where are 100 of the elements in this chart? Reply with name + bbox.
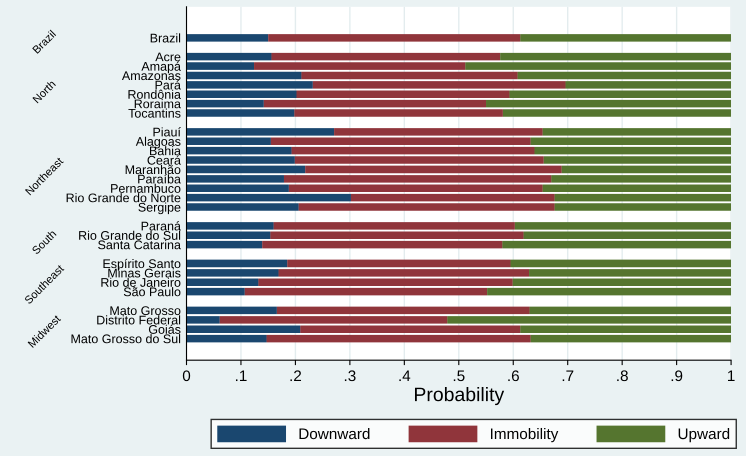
- bar: [502, 109, 732, 117]
- bar: [512, 278, 732, 286]
- bar: [530, 306, 732, 314]
- bar: [542, 128, 732, 136]
- bar: [186, 194, 351, 202]
- bar: [186, 184, 289, 192]
- bar: [270, 137, 531, 146]
- bar: [186, 146, 292, 154]
- bar: [186, 269, 279, 277]
- y-tick-label: Sergipe: [138, 202, 180, 214]
- y-tick-label: Paraná: [142, 221, 181, 230]
- bar: [258, 278, 513, 286]
- y-tick-label: Santa Catarina: [98, 240, 181, 250]
- bar: [262, 240, 502, 248]
- legend-label: Upward: [678, 428, 730, 442]
- y-tick-label: Roraima: [134, 99, 181, 108]
- bar: [520, 325, 732, 333]
- x-tick-label: .8: [617, 370, 628, 382]
- bar: [566, 81, 732, 89]
- y-tick-label: Mato Grosso: [110, 306, 180, 316]
- bar: [278, 269, 530, 277]
- bar: [300, 325, 520, 333]
- x-axis-title: Probability: [414, 386, 504, 406]
- bar: [186, 90, 297, 98]
- x-tick-label: .5: [454, 370, 465, 382]
- bar: [530, 137, 732, 146]
- y-tick-label: Paraíba: [138, 174, 181, 184]
- bar: [276, 306, 530, 314]
- bar: [186, 100, 264, 108]
- bar: [509, 90, 732, 98]
- y-tick-label: Rio Grande do Sul: [79, 230, 180, 240]
- bar: [524, 231, 732, 239]
- x-tick-label: 0: [182, 370, 190, 382]
- x-tick-label: .1: [236, 370, 247, 382]
- bar: [186, 109, 294, 117]
- bar: [334, 128, 543, 136]
- bar: [186, 260, 288, 268]
- bar: [529, 269, 732, 277]
- bar: [530, 334, 732, 342]
- bar: [271, 52, 500, 60]
- y-tick-label: Pernambuco: [111, 184, 180, 193]
- bar: [186, 137, 271, 146]
- bar: [288, 184, 543, 192]
- bar: [514, 222, 732, 230]
- bar: [270, 231, 524, 239]
- bar: [274, 222, 515, 230]
- y-tick-label: Ceará: [148, 155, 181, 165]
- bar: [186, 203, 299, 211]
- bar: [296, 90, 510, 98]
- bar: [186, 334, 267, 342]
- bar: [266, 334, 531, 342]
- bar: [186, 34, 268, 42]
- legend-label: Immobility: [490, 428, 558, 442]
- bar: [284, 175, 552, 183]
- y-tick-label: Rondônia: [128, 90, 181, 99]
- y-tick-label: Goiás: [148, 324, 180, 334]
- bar: [244, 288, 488, 296]
- y-tick-label: Brazil: [150, 33, 180, 43]
- bar: [220, 316, 448, 324]
- bar: [186, 316, 220, 324]
- y-tick-label: Pará: [156, 80, 181, 90]
- bar: [502, 240, 732, 248]
- bar: [186, 288, 245, 296]
- y-tick-label: Acre: [155, 52, 180, 62]
- bar: [186, 81, 313, 89]
- bar: [312, 81, 566, 89]
- bar: [186, 278, 258, 286]
- bar: [186, 222, 274, 230]
- bar: [554, 203, 732, 211]
- y-tick-label: Rio de Janeiro: [101, 278, 180, 287]
- bar: [294, 109, 503, 117]
- y-tick-label: Bahia: [150, 146, 181, 156]
- bar: [186, 240, 262, 248]
- y-tick-label: Piauí: [153, 127, 181, 136]
- y-tick-label: Alagoas: [136, 136, 180, 148]
- bar: [298, 203, 555, 211]
- x-tick-label: .7: [562, 370, 574, 382]
- bar: [520, 34, 732, 42]
- bar: [554, 194, 732, 202]
- bar: [486, 100, 732, 108]
- y-tick-label: Distrito Federal: [97, 315, 180, 324]
- y-tick-label: São Paulo: [124, 287, 180, 296]
- x-tick-label: .3: [344, 370, 356, 382]
- bar: [287, 260, 511, 268]
- x-tick-label: .4: [399, 370, 410, 382]
- bar: [186, 175, 284, 183]
- x-tick-label: .6: [508, 370, 519, 382]
- bar: [542, 184, 732, 192]
- bar: [447, 316, 732, 324]
- y-tick-label: Amapá: [141, 61, 181, 74]
- bar: [500, 52, 732, 60]
- bar: [534, 146, 732, 154]
- y-tick-label: Rio Grande do Norte: [66, 193, 180, 202]
- bar: [487, 288, 732, 296]
- bar: [186, 325, 300, 333]
- y-tick-label: Maranhão: [126, 164, 180, 174]
- y-tick-label: Mato Grosso do Sul: [72, 334, 180, 344]
- bar: [510, 260, 732, 268]
- x-tick-label: 1: [728, 370, 735, 382]
- y-tick-label: Amazonas: [122, 71, 180, 80]
